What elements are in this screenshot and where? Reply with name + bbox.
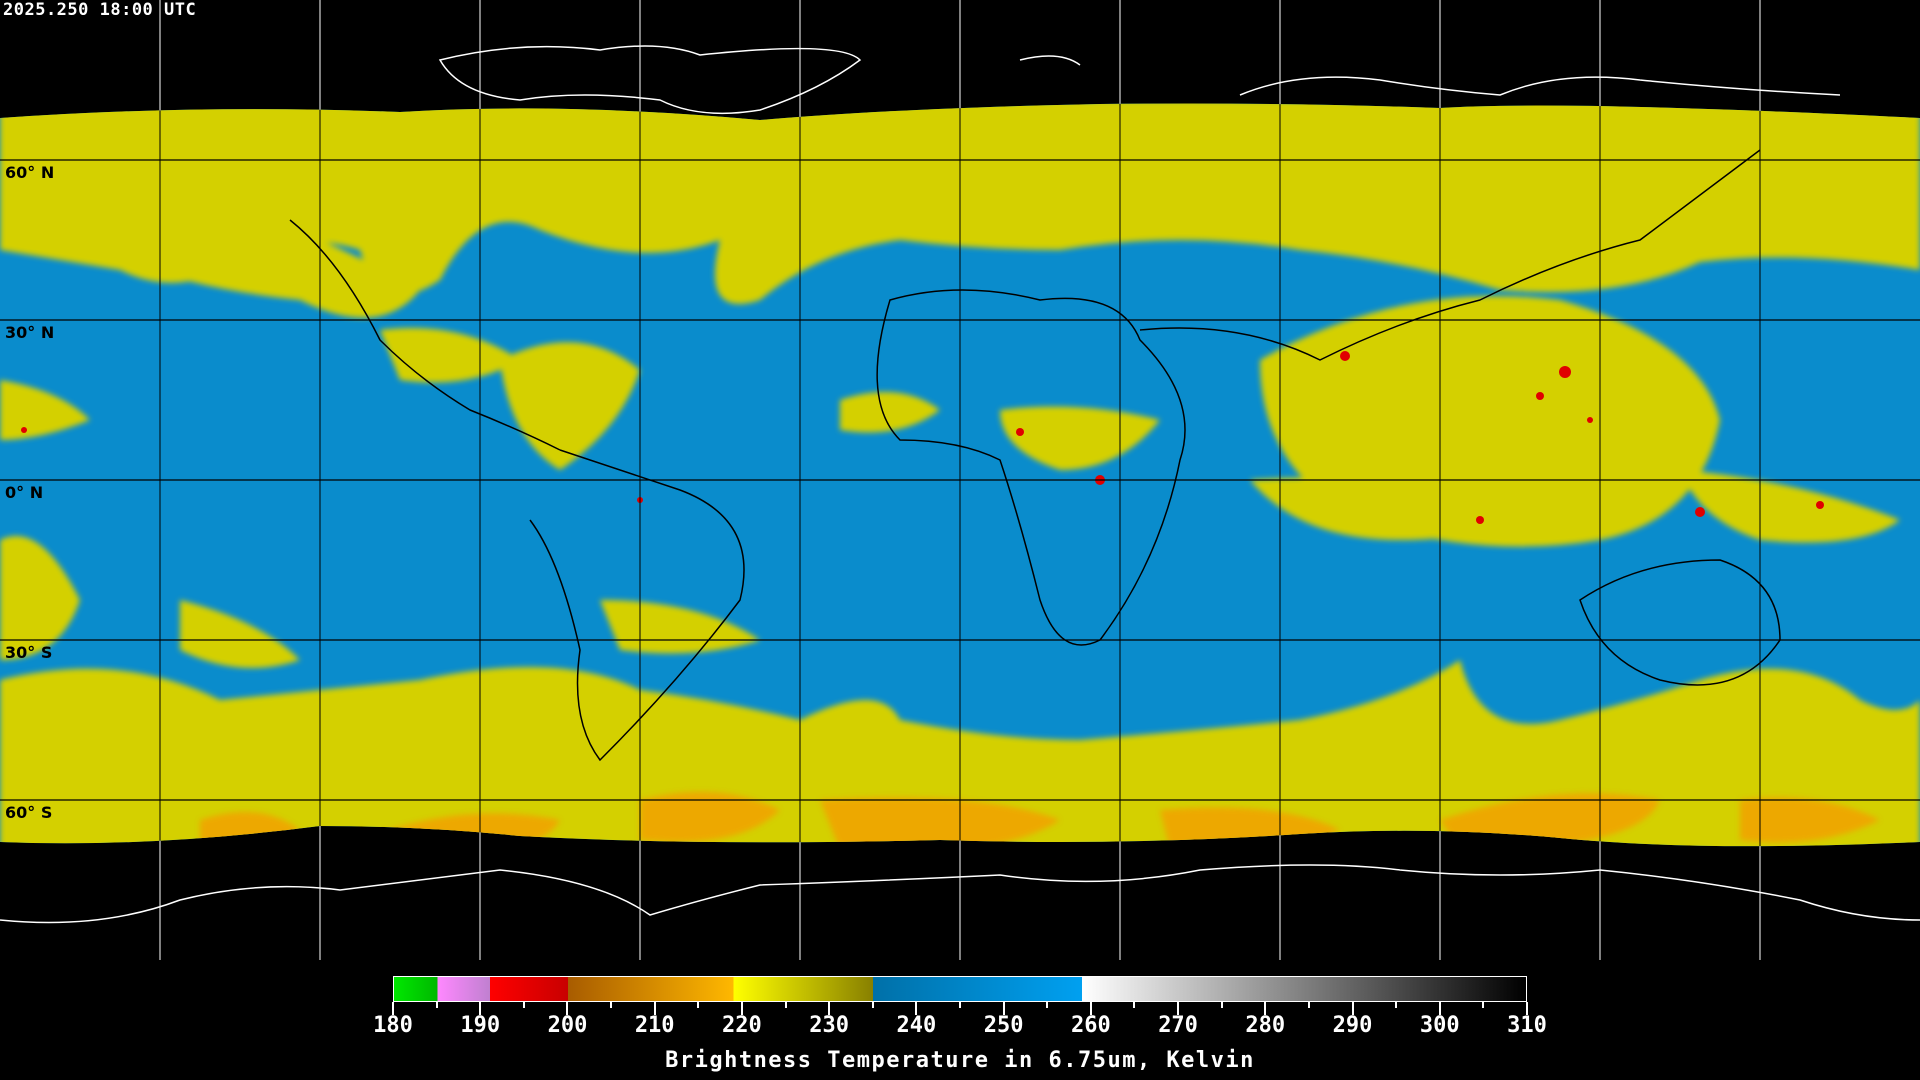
colorbar-minor-tick — [871, 1002, 874, 1008]
colorbar-tick-label: 300 — [1419, 1013, 1460, 1038]
colorbar-tick-label: 190 — [460, 1013, 501, 1038]
colorbar-tick-label: 220 — [722, 1013, 762, 1038]
colorbar-tick-label: 250 — [983, 1013, 1024, 1038]
colorbar-minor-tick — [1395, 1002, 1398, 1008]
colorbar-minor-tick — [1133, 1002, 1136, 1008]
colorbar-tick-label: 260 — [1070, 1013, 1111, 1038]
lat-label-equator: 0° N — [5, 483, 44, 502]
colorbar-major-tick — [1177, 1002, 1180, 1015]
lat-label-30s: 30° S — [5, 643, 53, 662]
colorbar-major-tick — [1002, 1002, 1005, 1015]
colorbar-major-tick — [479, 1002, 482, 1015]
colorbar-tick-label: 230 — [809, 1013, 850, 1038]
colorbar-minor-tick — [610, 1002, 613, 1008]
colorbar-major-tick — [653, 1002, 656, 1015]
colorbar-tick-label: 270 — [1158, 1013, 1198, 1038]
colorbar-minor-tick — [959, 1002, 961, 1008]
colorbar-major-tick — [1264, 1002, 1267, 1015]
water-vapor-map — [0, 0, 1920, 960]
colorbar-tick-label: 290 — [1332, 1013, 1373, 1038]
colorbar-caption: Brightness Temperature in 6.75um, Kelvin — [665, 1048, 1255, 1073]
colorbar-tick-label: 210 — [634, 1013, 675, 1038]
colorbar-minor-tick — [1307, 1002, 1310, 1008]
lat-label-60n: 60° N — [5, 163, 55, 182]
colorbar-tick-label: 310 — [1507, 1013, 1547, 1038]
lat-label-60s: 60° S — [5, 803, 53, 822]
colorbar-major-tick — [915, 1002, 918, 1015]
colorbar-tick-label: 240 — [896, 1013, 937, 1038]
colorbar-major-tick — [740, 1002, 743, 1015]
colorbar-major-tick — [392, 1002, 394, 1015]
colorbar-major-tick — [1351, 1002, 1354, 1015]
lat-label-30n: 30° N — [5, 323, 55, 342]
colorbar-minor-tick — [435, 1002, 438, 1008]
colorbar-major-tick — [1089, 1002, 1092, 1015]
colorbar-minor-tick — [1046, 1002, 1049, 1008]
colorbar-minor-tick — [784, 1002, 787, 1008]
colorbar-minor-tick — [1220, 1002, 1223, 1008]
timestamp: 2025.250 18:00 UTC — [3, 0, 197, 20]
colorbar-major-tick — [566, 1002, 569, 1015]
colorbar-minor-tick — [1482, 1002, 1485, 1008]
coastlines — [0, 45, 1920, 924]
colorbar-tick-label: 180 — [373, 1013, 413, 1038]
colorbar-major-tick — [1526, 1002, 1528, 1015]
colorbar-major-tick — [1438, 1002, 1441, 1015]
graticule — [0, 0, 1920, 960]
colorbar-tick-label: 280 — [1245, 1013, 1286, 1038]
colorbar-minor-tick — [522, 1002, 525, 1008]
colorbar-tick-label: 200 — [547, 1013, 588, 1038]
colorbar-major-tick — [828, 1002, 831, 1015]
colorbar-minor-tick — [697, 1002, 700, 1008]
colorbar — [393, 976, 1527, 1002]
